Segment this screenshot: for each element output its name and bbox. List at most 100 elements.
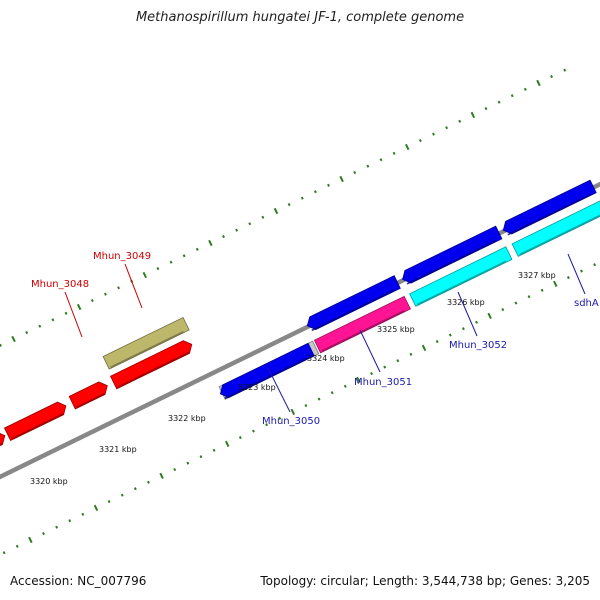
outer-tick-ring <box>470 111 476 119</box>
gene-arrow[interactable] <box>3 401 67 442</box>
outer-tick-ring <box>235 228 239 232</box>
gene-arrow-shadow <box>110 331 184 369</box>
inner-tick-ring <box>159 472 164 480</box>
gene-label-leader <box>457 291 478 337</box>
scale-tick-label: 3325 kbp <box>377 325 415 334</box>
scale-tick-label: 3322 kbp <box>168 414 206 423</box>
gene-label-leader <box>359 329 381 373</box>
inner-tick-ring <box>435 339 439 344</box>
gene-arrow-shadow <box>406 239 497 285</box>
outer-tick-ring <box>195 247 199 251</box>
gene-label[interactable]: Mhun_3048 <box>31 279 89 290</box>
inner-tick-ring <box>81 512 85 516</box>
inner-tick-ring <box>317 397 321 401</box>
inner-tick-ring <box>15 544 19 548</box>
inner-tick-ring <box>55 525 59 529</box>
gene-arrow-shadow <box>224 356 309 400</box>
inner-tick-ring <box>304 403 308 408</box>
outer-tick-ring <box>432 132 435 136</box>
gene-arrow[interactable] <box>219 342 315 398</box>
gene-label-leader <box>267 367 291 413</box>
inner-tick-ring <box>147 480 150 484</box>
gene-arrow-shadow <box>519 214 600 256</box>
gene-label[interactable]: Mhun_3049 <box>93 251 151 262</box>
gene-label[interactable]: Mhun_3052 <box>449 340 507 351</box>
inner-tick-ring <box>238 435 242 440</box>
outer-tick-ring <box>287 202 291 207</box>
gene-arrow[interactable] <box>0 432 6 452</box>
inner-tick-ring <box>580 269 583 273</box>
outer-tick-ring <box>182 254 186 258</box>
inner-tick-ring <box>251 429 255 433</box>
outer-tick-ring <box>248 222 252 226</box>
inner-tick-ring <box>2 551 6 555</box>
gene-arrow-shadow <box>117 351 190 388</box>
gene-label[interactable]: Mhun_3050 <box>262 416 320 427</box>
outer-tick-ring <box>563 68 567 72</box>
inner-tick-ring <box>93 504 99 512</box>
gene-arrow-shadow <box>11 413 64 440</box>
outer-tick-ring <box>510 94 514 98</box>
outer-tick-ring <box>169 260 173 264</box>
accession-text: Accession: NC_007796 <box>10 574 147 588</box>
gene-arrow[interactable] <box>313 295 411 354</box>
inner-tick-ring <box>186 461 190 465</box>
inner-tick-ring <box>487 312 492 320</box>
inner-tick-ring <box>475 320 478 324</box>
inner-tick-ring <box>68 519 72 523</box>
inner-tick-ring <box>107 499 111 504</box>
outer-tick-ring <box>484 106 488 111</box>
gene-arrow-shadow <box>76 392 105 408</box>
outer-tick-ring <box>313 190 317 194</box>
gene-arrow[interactable] <box>68 381 108 410</box>
genome-summary-text: Topology: circular; Length: 3,544,738 bp… <box>260 574 590 588</box>
inner-tick-ring <box>383 365 387 369</box>
outer-tick-ring <box>327 183 330 187</box>
inner-tick-ring <box>448 333 452 337</box>
gene-arrow[interactable] <box>306 275 401 330</box>
inner-tick-ring <box>540 288 544 292</box>
inner-tick-ring <box>501 307 505 312</box>
scale-tick-label: 3323 kbp <box>238 383 276 392</box>
inner-tick-ring <box>42 531 45 536</box>
outer-tick-ring <box>222 234 225 239</box>
gene-arrow[interactable] <box>511 196 600 257</box>
gene-arrow-shadow <box>311 289 395 332</box>
outer-tick-ring <box>445 126 449 130</box>
scale-tick-label: 3320 kbp <box>30 477 68 486</box>
inner-tick-ring <box>396 359 400 363</box>
inner-tick-ring <box>343 384 347 388</box>
gene-label-leader <box>124 263 143 309</box>
gene-label[interactable]: sdhA <box>574 298 599 309</box>
gene-arrow[interactable] <box>109 340 193 390</box>
outer-tick-ring <box>103 292 107 296</box>
outer-tick-ring <box>339 175 344 183</box>
scale-tick-label: 3326 kbp <box>447 298 485 307</box>
inner-tick-ring <box>133 487 137 491</box>
outer-tick-ring <box>208 239 213 247</box>
outer-tick-ring <box>353 170 357 175</box>
gene-arrow[interactable] <box>409 246 513 307</box>
outer-tick-ring <box>366 164 370 168</box>
inner-tick-ring <box>199 455 203 459</box>
outer-tick-ring <box>261 215 265 219</box>
inner-tick-ring <box>330 391 334 395</box>
gene-arrow[interactable] <box>502 179 597 235</box>
gene-arrow[interactable] <box>102 316 190 370</box>
outer-tick-ring <box>273 207 279 215</box>
outer-tick-ring <box>64 311 68 315</box>
outer-tick-ring <box>379 158 383 162</box>
gene-arrow-shadow <box>416 260 507 306</box>
gene-arrow[interactable] <box>402 225 503 284</box>
inner-tick-ring <box>28 536 33 544</box>
inner-tick-ring <box>566 275 570 280</box>
inner-tick-ring <box>527 295 531 299</box>
outer-tick-ring <box>25 330 29 335</box>
inner-tick-ring <box>173 467 177 472</box>
gene-label[interactable]: Mhun_3051 <box>354 377 412 388</box>
gene-arrow-shadow <box>507 193 591 236</box>
inner-tick-ring <box>409 352 413 356</box>
outer-tick-ring <box>156 266 160 271</box>
outer-tick-ring <box>418 138 422 143</box>
